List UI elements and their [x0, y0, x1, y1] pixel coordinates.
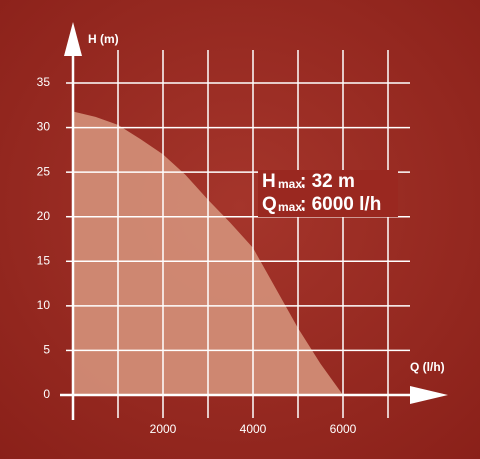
y-tick-label: 0	[43, 387, 50, 401]
annotation-sub: max.	[278, 200, 305, 214]
y-tick-label: 30	[37, 120, 51, 134]
annotation-text: : 32 m	[300, 171, 355, 192]
x-tick-label: 6000	[330, 422, 357, 436]
x-tick-label: 2000	[150, 422, 177, 436]
x-arrow	[410, 386, 448, 404]
y-tick-label: 10	[37, 298, 51, 312]
annotation-sub: max.	[278, 177, 305, 191]
annotation-bg	[258, 193, 398, 217]
y-tick-label: 20	[37, 209, 51, 223]
annotation-head: Q	[262, 194, 277, 215]
y-axis-label: H (m)	[88, 32, 119, 46]
y-tick-label: 25	[37, 164, 51, 178]
annotation-bg	[258, 170, 398, 194]
y-tick-label: 15	[37, 253, 51, 267]
y-tick-label: 5	[43, 343, 50, 357]
y-arrow	[64, 22, 82, 56]
x-axis-label: Q (l/h)	[410, 360, 445, 374]
y-tick-label: 35	[37, 75, 51, 89]
annotation-text: : 6000 l/h	[300, 194, 381, 215]
x-tick-label: 4000	[240, 422, 267, 436]
annotation-head: H	[262, 171, 276, 192]
